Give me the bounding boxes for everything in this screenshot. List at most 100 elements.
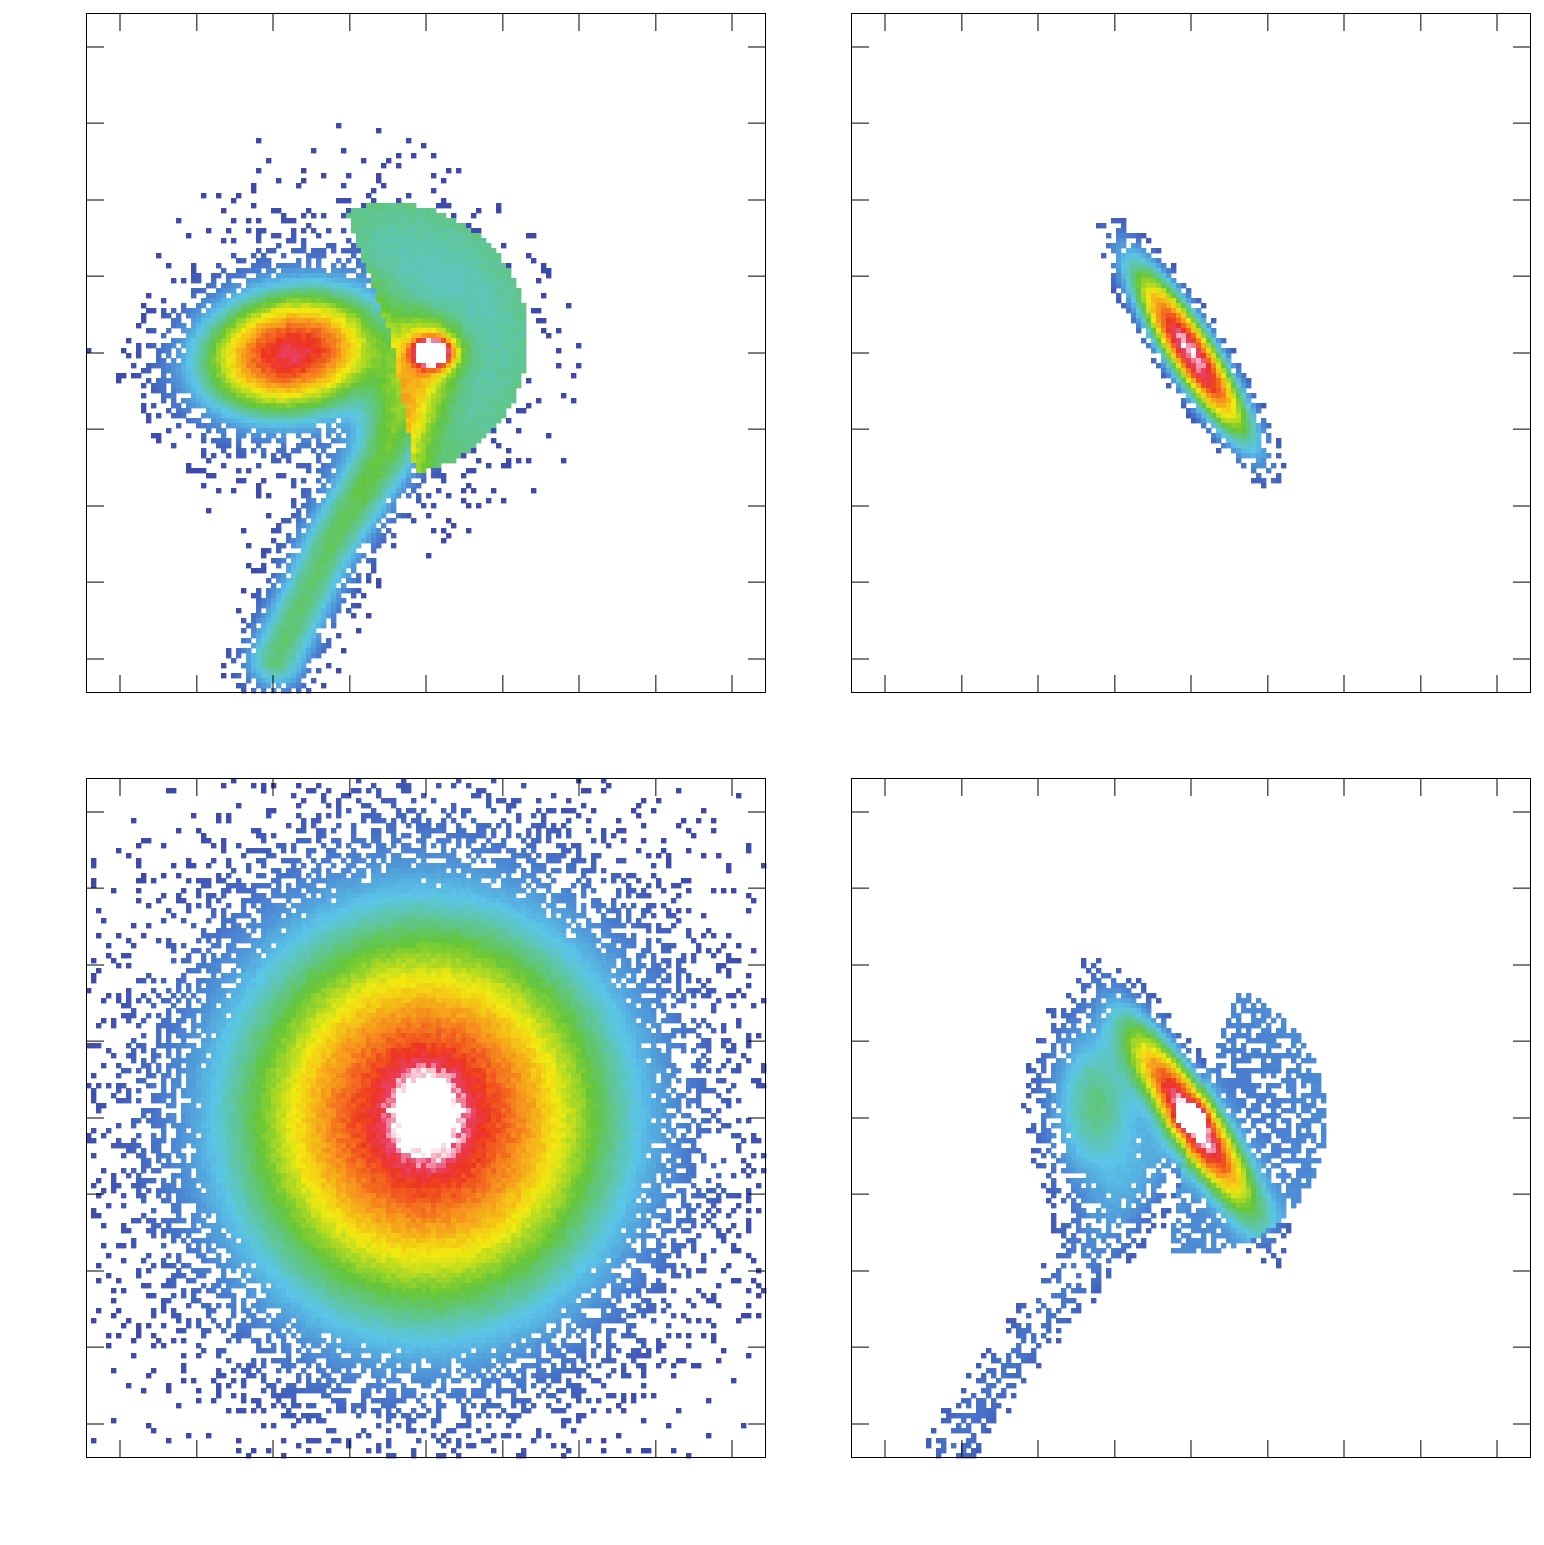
density-cell [271, 648, 277, 654]
density-cell [366, 488, 372, 494]
density-cell [1151, 303, 1157, 309]
density-cell [201, 378, 207, 384]
density-cell [526, 843, 532, 849]
density-cell [291, 333, 297, 339]
density-cell [1131, 303, 1137, 309]
density-cell [306, 378, 312, 384]
density-cell [296, 403, 302, 409]
density-cell [316, 418, 322, 424]
density-cell [501, 323, 507, 329]
density-cell [216, 358, 222, 364]
density-cell [351, 208, 357, 214]
density-cell [426, 313, 432, 319]
density-cell [271, 653, 277, 659]
density-cell [316, 283, 322, 289]
density-cell [391, 533, 397, 539]
density-cell [316, 408, 322, 414]
density-cell [281, 573, 287, 579]
density-cell [386, 348, 392, 354]
density-cell [406, 463, 412, 469]
density-cell [1186, 333, 1192, 339]
density-cell [1256, 438, 1262, 444]
density-cell [346, 523, 352, 529]
density-cell [491, 843, 497, 849]
density-cell [441, 373, 447, 379]
density-cell [171, 318, 177, 324]
density-cell [281, 618, 287, 624]
density-cell [121, 373, 127, 379]
density-cell [411, 443, 417, 449]
density-cell [186, 383, 192, 389]
density-cell [391, 223, 397, 229]
density-cell [441, 253, 447, 259]
density-cell [1176, 388, 1182, 394]
density-cell [356, 313, 362, 319]
density-cell [466, 393, 472, 399]
density-cell [1141, 248, 1147, 254]
density-cell [181, 343, 187, 349]
density-cell [196, 373, 202, 379]
density-cell [261, 303, 267, 309]
density-cell [451, 248, 457, 254]
density-cell [491, 348, 497, 354]
density-cell [1171, 353, 1177, 359]
density-cell [171, 308, 177, 314]
density-cell [381, 458, 387, 464]
density-cell [291, 558, 297, 564]
density-cell [341, 473, 347, 479]
density-cell [481, 353, 487, 359]
density-cell [516, 313, 522, 319]
density-cell [436, 233, 442, 239]
density-cell [301, 568, 307, 574]
density-cell [206, 308, 212, 314]
density-cell [456, 288, 462, 294]
density-cell [316, 413, 322, 419]
density-cell [331, 538, 337, 544]
density-cell [336, 538, 342, 544]
density-cell [381, 843, 387, 849]
density-cell [1146, 293, 1152, 299]
density-cell [531, 813, 537, 819]
density-cell [296, 323, 302, 329]
density-cell [441, 818, 447, 824]
density-cell [421, 398, 427, 404]
density-cell [376, 438, 382, 444]
density-cell [371, 413, 377, 419]
density-cell [331, 348, 337, 354]
density-cell [236, 843, 242, 849]
density-cell [421, 423, 427, 429]
density-cell [271, 633, 277, 639]
density-cell [371, 533, 377, 539]
density-cell [386, 298, 392, 304]
density-cell [426, 333, 432, 339]
density-cell [211, 398, 217, 404]
density-cell [216, 303, 222, 309]
density-cell [481, 343, 487, 349]
density-cell [1111, 248, 1117, 254]
density-cell [406, 458, 412, 464]
density-cell [276, 348, 282, 354]
density-cell [451, 373, 457, 379]
density-cell [1186, 398, 1192, 404]
density-cell [486, 263, 492, 269]
density-cell [326, 518, 332, 524]
density-cell [256, 433, 262, 439]
density-cell [221, 673, 227, 679]
density-cell [256, 278, 262, 284]
density-cell [441, 363, 447, 369]
density-cell [181, 308, 187, 314]
density-cell [291, 268, 297, 274]
density-cell [211, 383, 217, 389]
density-cell [311, 563, 317, 569]
density-cell [256, 138, 262, 144]
density-cell [426, 273, 432, 279]
density-cell [411, 353, 417, 359]
density-cell [1231, 378, 1237, 384]
density-cell [401, 258, 407, 264]
density-cell [196, 338, 202, 344]
density-cell [326, 403, 332, 409]
density-cell [336, 633, 342, 639]
density-cell [416, 388, 422, 394]
density-cell [456, 293, 462, 299]
density-cell [156, 253, 162, 259]
